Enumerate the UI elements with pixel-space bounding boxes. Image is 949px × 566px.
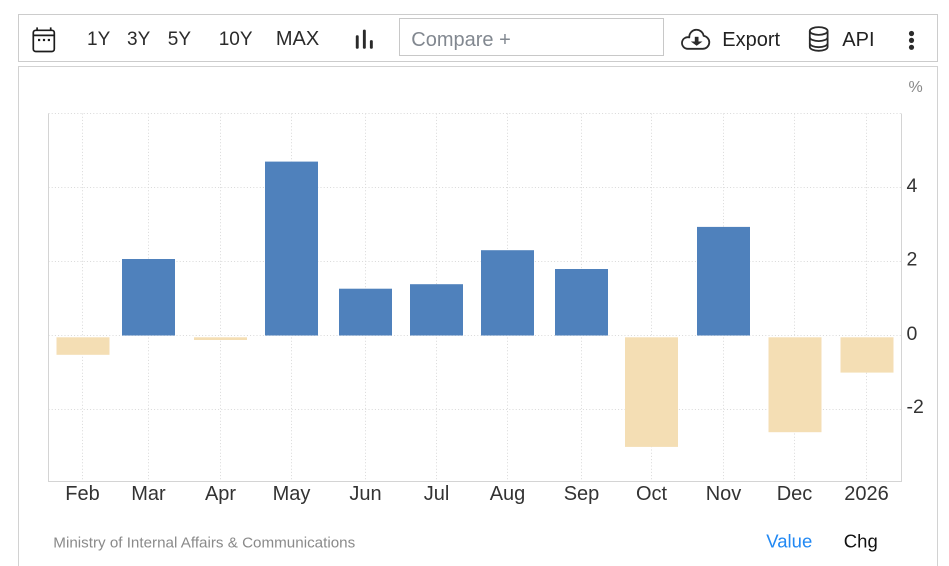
svg-text:4: 4 — [907, 175, 918, 197]
svg-text:Nov: Nov — [706, 483, 742, 505]
svg-text:Ministry of Internal Affairs &: Ministry of Internal Affairs & Communica… — [53, 534, 355, 551]
svg-text:Value: Value — [766, 531, 812, 552]
svg-text:%: % — [909, 79, 923, 96]
svg-text:Sep: Sep — [564, 483, 600, 505]
svg-text:Feb: Feb — [65, 483, 99, 505]
svg-text:Jun: Jun — [349, 483, 381, 505]
svg-text:May: May — [273, 483, 311, 505]
svg-text:Apr: Apr — [205, 483, 236, 505]
svg-text:Mar: Mar — [131, 483, 166, 505]
svg-text:Aug: Aug — [490, 483, 526, 505]
svg-text:Chg: Chg — [844, 531, 878, 552]
svg-text:Oct: Oct — [636, 483, 668, 505]
svg-text:Dec: Dec — [777, 483, 813, 505]
svg-text:2026: 2026 — [844, 483, 889, 505]
svg-text:0: 0 — [907, 323, 918, 345]
svg-text:Jul: Jul — [424, 483, 450, 505]
svg-text:-2: -2 — [907, 396, 924, 418]
svg-text:2: 2 — [907, 249, 918, 271]
